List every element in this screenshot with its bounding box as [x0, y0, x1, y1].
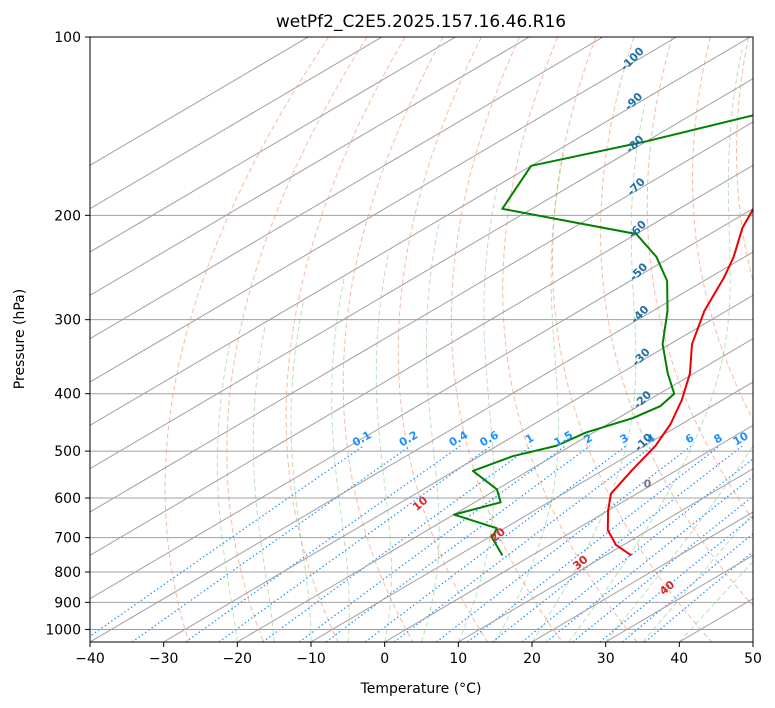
- isotherm: [163, 294, 753, 642]
- y-tick-label: 300: [54, 313, 81, 329]
- y-tick-label: 1000: [45, 622, 81, 638]
- mixing-ratio-line: [185, 445, 461, 642]
- x-tick-label: 10: [449, 651, 467, 667]
- dry-adiabat: [285, 37, 406, 642]
- moist-adiabat: [290, 301, 312, 642]
- moist-adiabat: [457, 188, 498, 642]
- mixing-ratio-line: [90, 445, 364, 638]
- y-tick-label: 600: [54, 491, 81, 507]
- isotherm: [90, 37, 383, 210]
- mixing-ratio-line: [644, 550, 753, 642]
- mixing-ratio-line: [467, 445, 721, 642]
- isotherm: [90, 37, 604, 340]
- isotherm: [531, 511, 753, 642]
- mixing-ratio-line: [298, 445, 566, 642]
- isotherm: [90, 37, 309, 166]
- isotherm: [384, 424, 753, 642]
- plot-frame: [89, 36, 754, 643]
- isotherm: [90, 78, 753, 470]
- x-tick-label: −30: [149, 651, 179, 667]
- y-tick-label: 900: [54, 595, 81, 611]
- isotherm: [237, 338, 753, 642]
- mixing-ratio-line: [218, 445, 492, 642]
- x-tick-label: −10: [296, 651, 326, 667]
- y-tick-label: 700: [54, 531, 81, 547]
- y-axis-label: Pressure (hPa): [12, 289, 28, 389]
- x-tick-label: 40: [670, 651, 688, 667]
- dry-adiabat: [600, 37, 753, 607]
- dewpoint-profile: [452, 114, 753, 556]
- moist-adiabat: [678, 560, 753, 642]
- moist-adiabat: [421, 221, 440, 642]
- mixing-ratio-line: [622, 533, 753, 642]
- dry-adiabat: [502, 37, 638, 642]
- dry-adiabat: [646, 37, 753, 521]
- x-tick-label: 20: [523, 651, 541, 667]
- temperature-profile: [606, 207, 753, 557]
- mixing-ratio-line: [262, 445, 532, 642]
- isotherm: [90, 208, 753, 600]
- isotherm-label: 0: [644, 477, 652, 490]
- x-axis-label: Temperature (°C): [360, 681, 482, 697]
- moist-adiabat: [216, 344, 238, 642]
- mixing-ratio-line: [364, 445, 627, 642]
- isotherm: [310, 381, 753, 642]
- y-tick-label: 200: [54, 208, 81, 224]
- y-tick-label: 500: [54, 444, 81, 460]
- y-tick-label: 100: [54, 30, 81, 46]
- x-tick-label: 50: [744, 651, 762, 667]
- dry-adiabat: [397, 37, 489, 642]
- x-tick-label: −20: [223, 651, 253, 667]
- chart-title: wetPf2_C2E5.2025.157.16.46.R16: [276, 12, 566, 32]
- y-tick-label: 400: [54, 387, 81, 403]
- dry-adiabat: [226, 37, 368, 642]
- isotherm: [90, 121, 753, 513]
- isotherm: [90, 37, 456, 253]
- moist-adiabat: [605, 445, 753, 642]
- x-tick-label: 0: [380, 651, 389, 667]
- mixing-ratio-line: [325, 445, 591, 642]
- isotherm: [458, 468, 753, 642]
- moist-adiabat: [331, 277, 350, 642]
- x-tick-label: 30: [597, 651, 615, 667]
- moist-adiabat: [375, 251, 393, 642]
- moist-adiabat: [568, 49, 743, 642]
- dry-adiabat: [164, 37, 330, 642]
- isotherm: [90, 37, 677, 383]
- isotherm: [90, 251, 753, 642]
- moist-adiabat: [252, 323, 275, 642]
- isotherm: [90, 164, 753, 556]
- dry-adiabat: [552, 37, 713, 642]
- isotherm: [90, 37, 751, 426]
- y-tick-label: 800: [54, 565, 81, 581]
- isotherm: [90, 37, 530, 296]
- x-tick-label: −40: [75, 651, 105, 667]
